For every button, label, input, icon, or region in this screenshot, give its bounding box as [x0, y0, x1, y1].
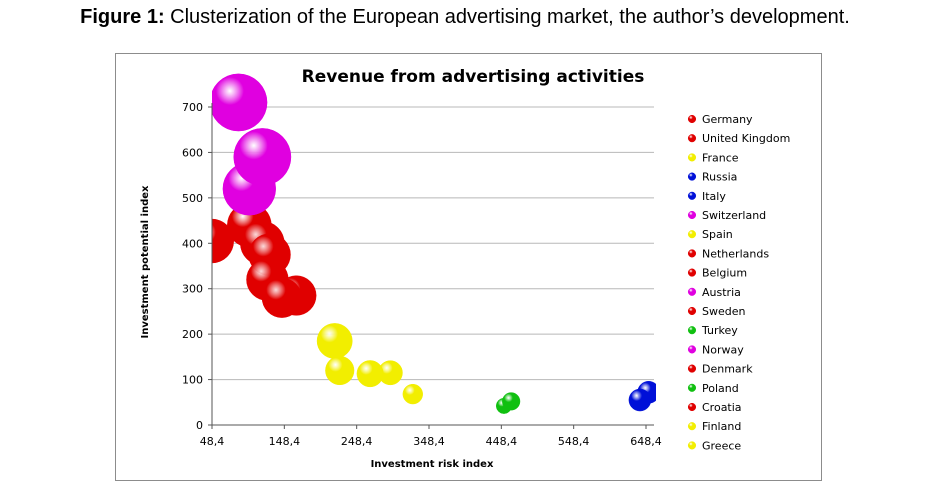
- legend-entry: Netherlands: [702, 247, 769, 260]
- bubble-norway: [233, 128, 292, 186]
- y-tick-label: 300: [182, 283, 203, 296]
- legend-marker: [687, 114, 697, 124]
- axes: 0 100 200 300 400 500 600 700 48,4 148,4 248,4 348,…: [182, 101, 662, 448]
- legend-marker: [687, 134, 697, 143]
- x-tick-label: 48,4: [200, 435, 225, 448]
- legend-marker: [687, 441, 697, 450]
- legend-entry: France: [702, 151, 739, 164]
- legend-entry: Belgium: [702, 267, 747, 280]
- legend-entry: Poland: [702, 382, 739, 395]
- x-tick-label: 348,4: [413, 435, 445, 448]
- x-tick-label: 648,4: [630, 435, 662, 448]
- chart-title: Revenue from advertising activities: [302, 67, 645, 87]
- y-tick-label: 600: [182, 146, 203, 159]
- y-tick-label: 400: [182, 237, 203, 250]
- legend-marker: [687, 422, 697, 431]
- legend-entry: United Kingdom: [702, 132, 790, 145]
- bubble-unnamed: [402, 383, 423, 405]
- x-tick-label: 448,4: [486, 435, 518, 448]
- legend-entry: Turkey: [701, 324, 738, 337]
- legend-entry: Germany: [702, 113, 753, 126]
- legend-marker: [687, 249, 697, 258]
- legend-marker: [687, 210, 697, 220]
- legend-entry: Switzerland: [702, 209, 766, 222]
- legend-marker: [687, 402, 697, 412]
- bubble-italy: [628, 388, 652, 412]
- figure-label: Figure 1:: [80, 6, 165, 28]
- legend-entry: Norway: [702, 343, 744, 356]
- bubble-spain: [325, 355, 355, 386]
- legend-entry: Denmark: [702, 363, 753, 376]
- legend-entry: Sweden: [702, 305, 745, 318]
- bubble-chart: Revenue from advertising activities 0 100…: [140, 67, 790, 470]
- x-tick-label: 548,4: [558, 435, 590, 448]
- legend-marker: [687, 153, 697, 162]
- legend-marker: [687, 172, 697, 181]
- bubble-poland: [502, 392, 521, 411]
- x-tick-label: 248,4: [341, 435, 373, 448]
- legend-marker: [687, 306, 697, 316]
- legend-marker: [687, 191, 697, 200]
- figure-caption-text: Clusterization of the European advertisi…: [164, 6, 850, 28]
- legend-marker: [687, 287, 697, 296]
- legend-marker: [687, 383, 697, 392]
- y-tick-label: 200: [182, 328, 203, 341]
- legend-marker: [687, 345, 697, 354]
- chart-frame: Revenue from advertising activities 0 100…: [115, 53, 822, 481]
- bubble-switzerland: [212, 73, 268, 132]
- legend-marker: [687, 364, 697, 373]
- y-tick-label: 700: [182, 101, 203, 114]
- legend-marker: [687, 268, 697, 277]
- legend-entry: Italy: [702, 190, 726, 203]
- bubble-greece: [356, 360, 384, 388]
- x-tick-label: 148,4: [269, 435, 301, 448]
- legend-entry: Austria: [702, 286, 741, 299]
- y-tick-label: 500: [182, 192, 203, 205]
- x-axis-label: Investment risk index: [371, 459, 494, 470]
- legend-entry: Spain: [702, 228, 733, 241]
- y-tick-label: 0: [196, 419, 203, 432]
- y-axis-label: Investment potential index: [140, 185, 151, 339]
- y-tick-label: 100: [182, 374, 203, 387]
- legend-marker: [687, 326, 697, 335]
- legend-entry: Greece: [702, 439, 741, 452]
- legend-entry: Russia: [702, 171, 737, 184]
- legend-marker: [687, 230, 697, 239]
- bubble-france: [316, 323, 353, 359]
- legend-entry: Finland: [702, 420, 741, 433]
- bubbles: [212, 73, 656, 414]
- legend: Germany United Kingdom France Russia Italy Sw…: [687, 113, 790, 452]
- legend-entry: Croatia: [702, 401, 742, 414]
- figure-caption: Figure 1: Clusterization of the European…: [0, 6, 930, 29]
- bubble-croatia: [261, 277, 302, 318]
